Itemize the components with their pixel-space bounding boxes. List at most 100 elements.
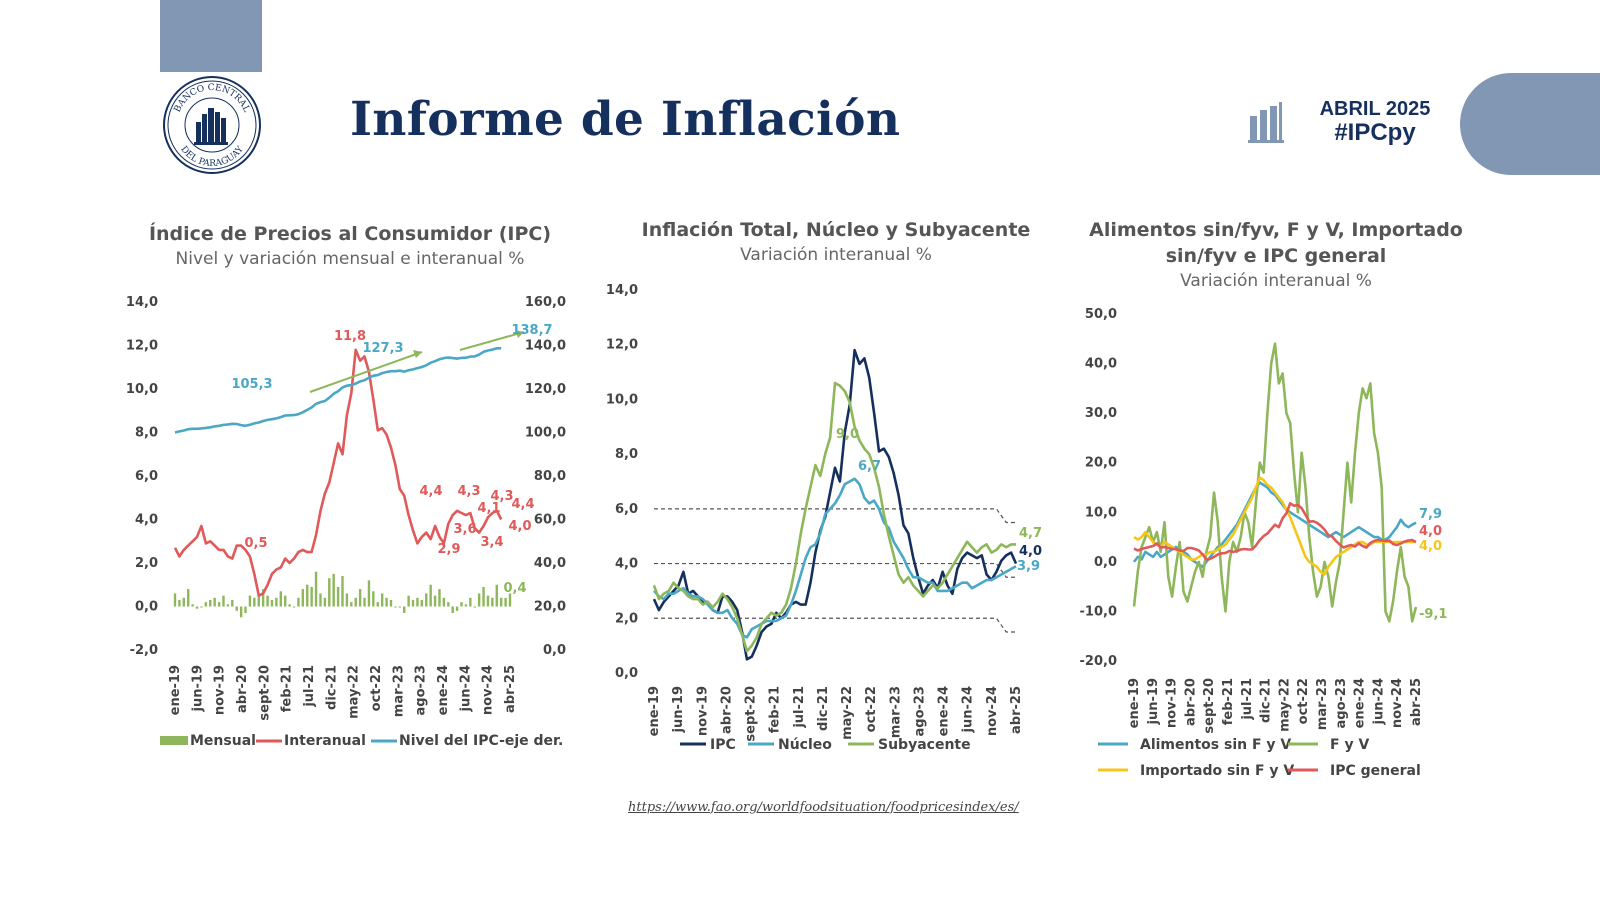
bar-mensual — [257, 593, 260, 607]
bar-mensual — [407, 595, 410, 607]
x-tick-label: jul-21 — [792, 686, 807, 729]
x-tick-label: jul-21 — [302, 665, 317, 708]
bar-mensual — [464, 604, 468, 607]
legend-label: IPC general — [1330, 763, 1421, 779]
x-tick-label: nov-19 — [695, 686, 710, 736]
x-tick-label: jun-24 — [1371, 678, 1386, 725]
chart-title: Alimentos sin/fyv, F y V, Importado — [1089, 219, 1463, 241]
bar-mensual — [398, 606, 401, 608]
series-line-subyacente — [652, 381, 1016, 653]
bar-mensual — [244, 606, 247, 614]
bar-mensual — [239, 606, 243, 618]
bar-mensual — [358, 589, 362, 607]
bar-mensual — [248, 595, 252, 607]
y-tick-label: 2,0 — [615, 611, 638, 626]
data-label: 7,9 — [1419, 507, 1442, 522]
bar-mensual — [345, 593, 349, 607]
y-tick-label: 0,0 — [1094, 555, 1117, 570]
bar-mensual — [416, 597, 419, 607]
legend-label: Nivel del IPC-eje der. — [399, 733, 563, 749]
chart-inflacion: Inflación Total, Núcleo y Subyacente Var… — [606, 212, 1056, 772]
data-label: 4,0 — [1419, 539, 1442, 554]
bar-mensual — [473, 606, 476, 608]
y-tick-label: 30,0 — [1085, 406, 1117, 421]
bar-mensual — [420, 599, 424, 607]
y-tick-label: 2,0 — [135, 556, 158, 571]
data-label: 4,0 — [1419, 524, 1442, 539]
bar-mensual — [217, 602, 221, 607]
source-link[interactable]: https://www.fao.org/worldfoodsituation/f… — [628, 800, 1019, 815]
bar-mensual — [292, 606, 296, 608]
data-label: 6,7 — [858, 459, 881, 474]
bar-mensual — [279, 591, 282, 607]
bar-mensual — [495, 584, 498, 607]
y-tick-label: 4,0 — [615, 557, 638, 572]
data-label: 127,3 — [362, 341, 403, 356]
bar-mensual — [284, 595, 287, 607]
x-tick-label: ene-24 — [1353, 678, 1368, 728]
bar-mensual — [213, 597, 216, 607]
bar-mensual — [469, 597, 472, 607]
x-tick-label: ene-19 — [168, 665, 183, 715]
svg-text:DEL PARAGUAY: DEL PARAGUAY — [178, 144, 246, 169]
y-tick-label: 50,0 — [1085, 307, 1117, 322]
y2-tick-label: 100,0 — [525, 426, 566, 441]
data-label: 4,1 — [477, 501, 500, 516]
y-tick-label: 0,0 — [615, 666, 638, 681]
legend-label: F y V — [1330, 737, 1369, 753]
y-tick-label: 10,0 — [126, 382, 158, 397]
y2-tick-label: 0,0 — [543, 643, 566, 658]
bar-mensual — [425, 593, 428, 607]
bar-mensual — [499, 597, 503, 607]
x-tick-label: oct-22 — [369, 665, 384, 711]
x-tick-label: nov-24 — [1390, 678, 1405, 728]
data-label: 4,0 — [1019, 544, 1042, 559]
legend-label: Subyacente — [878, 737, 971, 753]
series-line-f-y-v — [1132, 342, 1418, 623]
bar-mensual — [477, 593, 481, 607]
bar-mensual — [367, 580, 371, 607]
chart-ipc-svg: Índice de Precios al Consumidor (IPC) Ni… — [126, 222, 566, 749]
x-tick-label: abr-20 — [719, 686, 734, 734]
issue-label: ABRIL 2025 #IPCpy — [1300, 98, 1450, 146]
data-label: 3,4 — [480, 535, 503, 550]
bar-mensual — [385, 597, 388, 607]
bar-mensual — [235, 606, 238, 611]
legend-label: Núcleo — [778, 737, 832, 753]
data-label: 2,9 — [437, 542, 460, 557]
y2-tick-label: 160,0 — [525, 295, 566, 310]
bar-mensual — [195, 606, 199, 609]
series-line-ipc-general — [1133, 502, 1417, 561]
trend-arrow-head — [515, 330, 524, 338]
bar-mensual — [363, 597, 366, 607]
bar-mensual — [323, 597, 327, 607]
data-label: 9,0 — [836, 427, 859, 442]
data-label: 4,4 — [419, 484, 442, 499]
x-tick-label: jun-19 — [1146, 678, 1161, 725]
x-tick-label: dic-21 — [816, 686, 831, 731]
bar-mensual — [341, 576, 344, 607]
target-band-upper — [654, 508, 1016, 524]
trend-arrow-head — [413, 350, 422, 358]
x-tick-label: feb-21 — [1221, 678, 1236, 725]
x-tick-label: ago-23 — [1334, 678, 1349, 729]
x-tick-label: nov-19 — [1165, 678, 1180, 728]
bar-mensual — [447, 602, 450, 607]
chart-subtitle: Variación interanual % — [1180, 271, 1372, 291]
x-tick-label: jun-19 — [671, 686, 686, 733]
bar-mensual — [442, 597, 446, 607]
y2-tick-label: 20,0 — [534, 600, 566, 615]
chart-ipc: Índice de Precios al Consumidor (IPC) Ni… — [120, 212, 580, 772]
x-tick-label: sept-20 — [1202, 678, 1217, 734]
bar-mensual — [222, 595, 225, 607]
chart-subtitle: Nivel y variación mensual e interanual % — [176, 249, 525, 269]
chart-title: Inflación Total, Núcleo y Subyacente — [642, 219, 1031, 241]
chart-title-line2: sin/fyv e IPC general — [1166, 245, 1387, 267]
bar-mensual — [429, 584, 432, 607]
series-line-n-cleo — [653, 477, 1017, 639]
bar-mensual — [270, 599, 274, 607]
bar-mensual — [504, 597, 507, 607]
y-tick-label: 10,0 — [1085, 505, 1117, 520]
bar-mensual — [261, 589, 265, 607]
x-tick-label: nov-19 — [213, 665, 228, 715]
